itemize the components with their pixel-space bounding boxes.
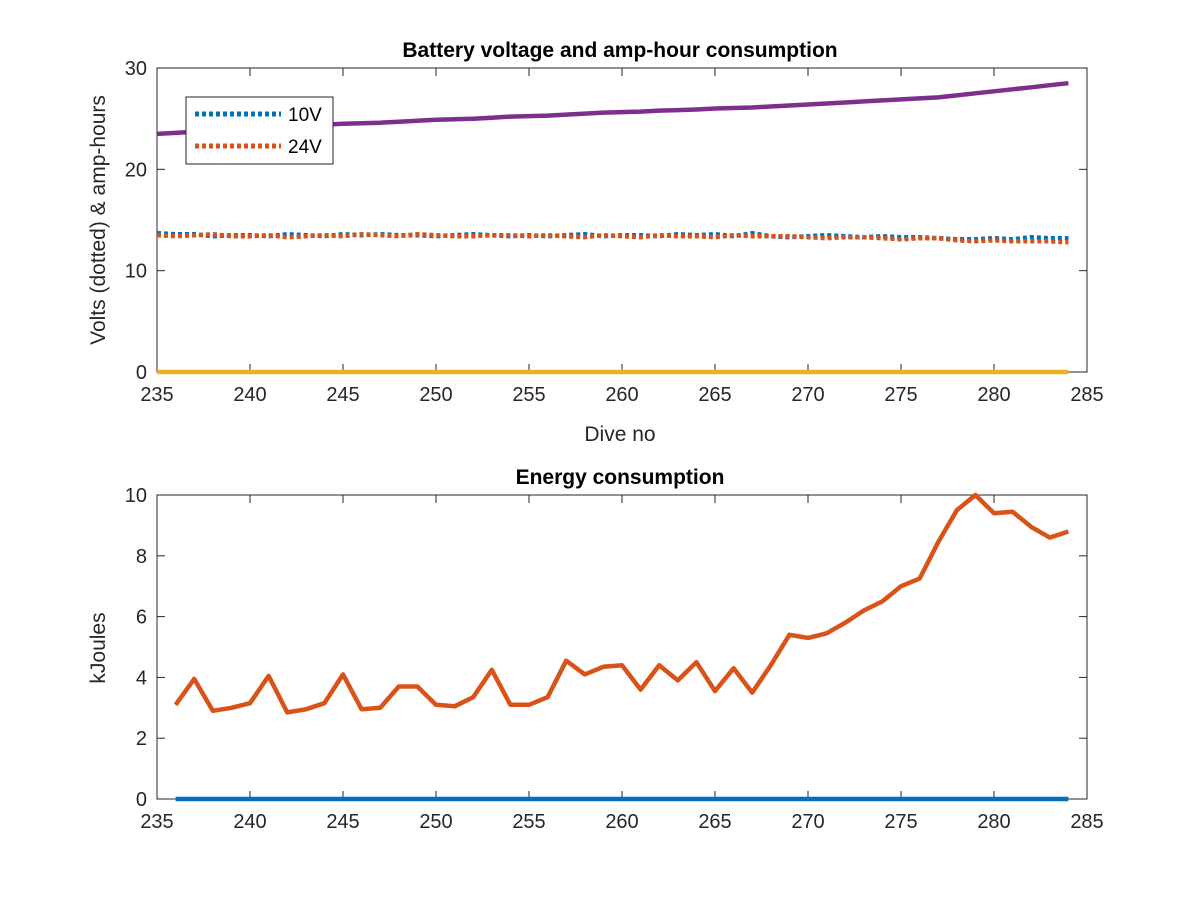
- x-tick-label: 260: [605, 811, 638, 833]
- y-tick-label: 30: [125, 58, 147, 80]
- x-tick-label: 240: [233, 811, 266, 833]
- x-tick-label: 250: [419, 384, 452, 406]
- chart-title: Energy consumption: [516, 466, 725, 489]
- x-axis-label: Dive no: [584, 423, 655, 446]
- x-tick-label: 250: [419, 811, 452, 833]
- legend-label-24v: 24V: [288, 137, 322, 158]
- legend-label-10v: 10V: [288, 105, 322, 126]
- series-line-24v: [156, 231, 1069, 245]
- x-tick-label: 255: [512, 384, 545, 406]
- x-tick-label: 280: [977, 811, 1010, 833]
- y-tick-label: 10: [125, 485, 147, 507]
- y-tick-label: 4: [136, 667, 147, 689]
- x-tick-label: 285: [1070, 384, 1103, 406]
- x-tick-label: 275: [884, 811, 917, 833]
- x-tick-label: 235: [140, 811, 173, 833]
- x-tick-label: 245: [326, 811, 359, 833]
- energy-chart: Energy consumption kJoules 235 240 245 250 2…: [87, 466, 1104, 833]
- y-tick-label: 8: [136, 546, 147, 568]
- x-tick-label: 240: [233, 384, 266, 406]
- x-tick-label: 265: [698, 384, 731, 406]
- y-tick-label: 10: [125, 261, 147, 283]
- x-tick-label: 275: [884, 384, 917, 406]
- x-tick-label: 255: [512, 811, 545, 833]
- voltage-amphour-chart: Battery voltage and amp-hour consumption…: [87, 39, 1104, 446]
- x-tick-label: 285: [1070, 811, 1103, 833]
- chart-title: Battery voltage and amp-hour consumption: [402, 39, 837, 62]
- legend-box: [185, 96, 334, 165]
- y-axis-label: Volts (dotted) & amp-hours: [87, 95, 110, 345]
- x-tick-label: 280: [977, 384, 1010, 406]
- y-tick-label: 0: [136, 362, 147, 384]
- legend: 10V 24V: [185, 96, 334, 165]
- x-tick-label: 235: [140, 384, 173, 406]
- y-tick-label: 20: [125, 159, 147, 181]
- plot-area: [156, 494, 1088, 800]
- x-tick-label: 270: [791, 384, 824, 406]
- y-tick-label: 2: [136, 728, 147, 750]
- y-axis-label: kJoules: [87, 612, 110, 683]
- y-tick-label: 6: [136, 607, 147, 629]
- series-line-s0: [173, 492, 1070, 715]
- x-tick-label: 260: [605, 384, 638, 406]
- x-tick-label: 245: [326, 384, 359, 406]
- x-tick-label: 265: [698, 811, 731, 833]
- y-tick-label: 0: [136, 789, 147, 811]
- x-tick-label: 270: [791, 811, 824, 833]
